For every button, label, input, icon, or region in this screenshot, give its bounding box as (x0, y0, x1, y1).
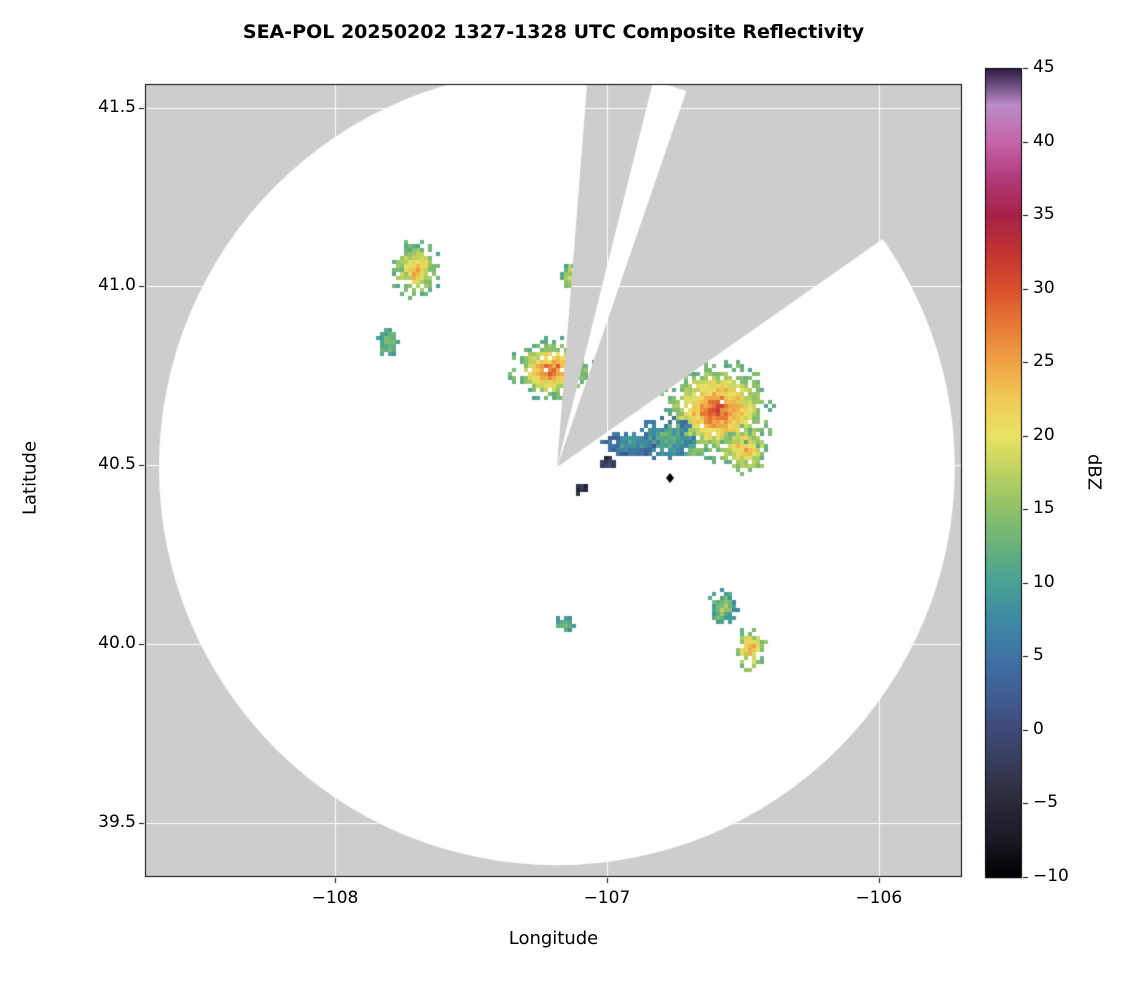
y-tick-label: 40.5 (98, 454, 136, 475)
colorbar-tick-label: 40 (1033, 130, 1055, 151)
chart-title: SEA-POL 20250202 1327-1328 UTC Composite… (242, 21, 865, 43)
colorbar-tick-label: −5 (1033, 792, 1059, 813)
colorbar-tick-label: 5 (1033, 645, 1044, 666)
y-tick-label: 41.0 (98, 275, 136, 296)
colorbar-tick-label: 25 (1033, 351, 1055, 372)
colorbar-tick-label: 0 (1033, 718, 1044, 739)
y-tick-label: 40.0 (98, 632, 136, 653)
colorbar-tick-label: 15 (1033, 498, 1055, 519)
x-tick-label: −107 (583, 888, 631, 908)
colorbar-tick-label: 10 (1033, 571, 1055, 592)
y-tick-label: 41.5 (98, 96, 136, 117)
colorbar-tick-label: 35 (1033, 204, 1055, 225)
y-tick-label: 39.5 (98, 811, 136, 832)
colorbar-tick-label: −10 (1033, 866, 1069, 886)
colorbar-tick-label: 30 (1033, 277, 1055, 298)
colorbar-tick-label: 45 (1033, 57, 1055, 77)
x-tick-label: −108 (311, 888, 359, 908)
y-axis-label: Latitude (19, 440, 41, 516)
x-axis-label: Longitude (508, 928, 599, 949)
x-tick-label: −106 (855, 888, 903, 908)
colorbar-label: dBZ (1083, 453, 1105, 491)
colorbar-tick-label: 20 (1033, 424, 1055, 445)
